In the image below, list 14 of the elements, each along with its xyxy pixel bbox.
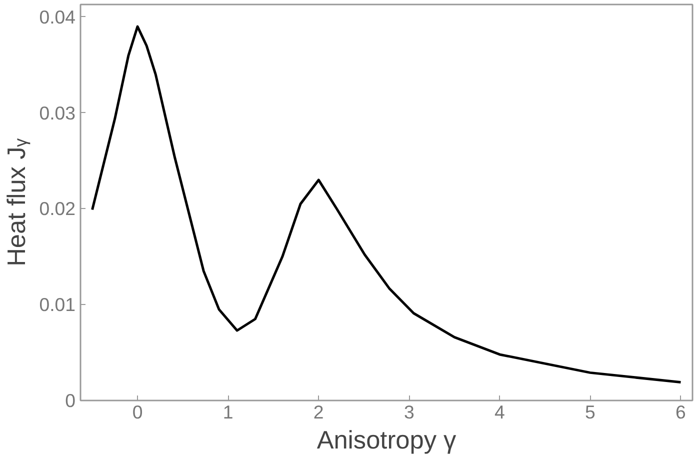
x-tick-label: 1 (222, 402, 234, 422)
x-tick-label: 4 (494, 402, 505, 422)
x-tick-label: 6 (676, 402, 686, 422)
y-tick-label: 0.03 (39, 102, 76, 124)
line-series (91, 25, 682, 384)
x-tick-label: 0 (132, 402, 143, 422)
x-tick-label: 3 (404, 402, 414, 422)
y-tick-label: 0.01 (39, 294, 76, 316)
x-axis-title: Anisotropy γ (316, 426, 457, 454)
y-tick-label: 0.02 (39, 198, 76, 220)
y-axis-title: Heat flux Jᵧ (3, 138, 32, 266)
x-tick-label: 2 (313, 402, 324, 422)
x-tick-label: 5 (585, 402, 596, 422)
y-tick-label: 0.04 (39, 6, 76, 28)
